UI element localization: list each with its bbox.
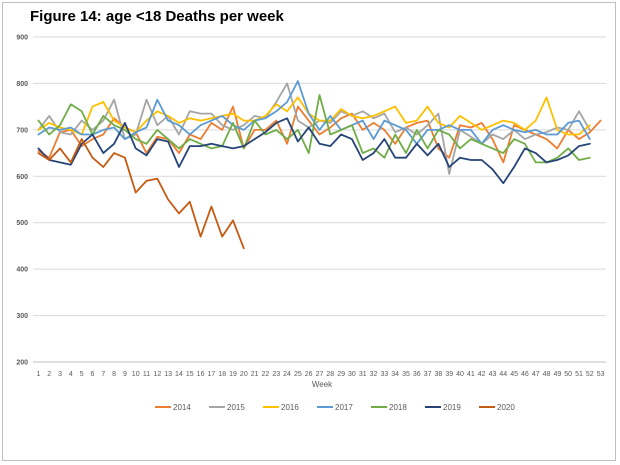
- x-tick-label: 49: [553, 371, 561, 378]
- y-tick-label: 700: [16, 127, 28, 134]
- x-tick-label: 3: [58, 371, 62, 378]
- x-axis: 1 2 3 4 5 6 7 8 9 10 11 12 13 14 15 16 17 18 19 20 21 22 23 24 2…: [36, 371, 604, 378]
- legend-label-2020: 2020: [497, 403, 515, 412]
- series-line-2016: [37, 96, 591, 136]
- x-tick-label: 53: [597, 371, 605, 378]
- y-tick-label: 500: [16, 220, 28, 227]
- x-tick-label: 23: [272, 371, 280, 378]
- x-tick-label: 44: [499, 371, 507, 378]
- x-tick-label: 2: [47, 371, 51, 378]
- x-tick-label: 45: [510, 371, 518, 378]
- legend-label-2016: 2016: [281, 403, 299, 412]
- x-tick-label: 16: [197, 371, 205, 378]
- x-tick-label: 50: [564, 371, 572, 378]
- x-tick-label: 22: [262, 371, 270, 378]
- x-tick-label: 39: [445, 371, 453, 378]
- x-tick-label: 8: [112, 371, 116, 378]
- series-line-2019: [37, 117, 591, 185]
- x-tick-label: 29: [337, 371, 345, 378]
- x-tick-label: 34: [391, 371, 399, 378]
- x-tick-label: 1: [36, 371, 40, 378]
- x-tick-label: 47: [532, 371, 540, 378]
- gridlines: [33, 36, 606, 363]
- x-tick-label: 11: [143, 371, 150, 378]
- y-tick-label: 600: [16, 174, 28, 181]
- series-lines: [37, 80, 602, 250]
- legend: 2014 2015 2016 2017 2018 2019 2020: [155, 403, 515, 412]
- x-tick-label: 13: [164, 371, 172, 378]
- x-tick-label: 26: [305, 371, 313, 378]
- x-tick-label: 32: [370, 371, 378, 378]
- x-tick-label: 41: [467, 371, 475, 378]
- x-tick-label: 7: [101, 371, 105, 378]
- x-tick-label: 40: [456, 371, 464, 378]
- x-tick-label: 35: [402, 371, 410, 378]
- x-tick-label: 43: [489, 371, 497, 378]
- legend-label-2019: 2019: [443, 403, 461, 412]
- x-tick-label: 28: [326, 371, 334, 378]
- x-tick-label: 42: [478, 371, 486, 378]
- x-tick-label: 21: [251, 371, 259, 378]
- x-axis-label: Week: [312, 380, 333, 389]
- x-tick-label: 19: [229, 371, 237, 378]
- x-tick-label: 4: [69, 371, 73, 378]
- x-tick-label: 12: [153, 371, 161, 378]
- x-tick-label: 38: [435, 371, 443, 378]
- x-tick-label: 37: [424, 371, 432, 378]
- x-tick-label: 24: [283, 371, 291, 378]
- x-tick-label: 20: [240, 371, 248, 378]
- y-tick-label: 800: [16, 81, 28, 88]
- x-tick-label: 52: [586, 371, 594, 378]
- legend-label-2018: 2018: [389, 403, 407, 412]
- x-tick-label: 36: [413, 371, 421, 378]
- y-tick-label: 400: [16, 267, 28, 274]
- y-tick-label: 200: [16, 360, 28, 367]
- y-axis: 200 300 400 500 600 700 800 900: [16, 35, 28, 367]
- y-tick-label: 900: [16, 35, 28, 42]
- x-tick-label: 15: [186, 371, 194, 378]
- x-tick-label: 17: [207, 371, 215, 378]
- x-tick-label: 48: [543, 371, 551, 378]
- legend-label-2015: 2015: [227, 403, 245, 412]
- chart-title: Figure 14: age <18 Deaths per week: [30, 8, 284, 25]
- series-line-2020: [37, 138, 245, 250]
- x-tick-label: 27: [316, 371, 324, 378]
- x-tick-label: 51: [575, 371, 583, 378]
- x-tick-label: 31: [359, 371, 367, 378]
- x-tick-label: 18: [218, 371, 226, 378]
- y-tick-label: 300: [16, 313, 28, 320]
- x-tick-label: 30: [348, 371, 356, 378]
- x-tick-label: 25: [294, 371, 302, 378]
- chart-frame: [2, 2, 616, 461]
- x-tick-label: 46: [521, 371, 529, 378]
- legend-label-2014: 2014: [173, 403, 191, 412]
- x-tick-label: 6: [91, 371, 95, 378]
- x-tick-label: 33: [380, 371, 388, 378]
- x-tick-label: 14: [175, 371, 183, 378]
- x-tick-label: 9: [123, 371, 127, 378]
- x-tick-label: 5: [80, 371, 84, 378]
- legend-label-2017: 2017: [335, 403, 353, 412]
- x-tick-label: 10: [132, 371, 140, 378]
